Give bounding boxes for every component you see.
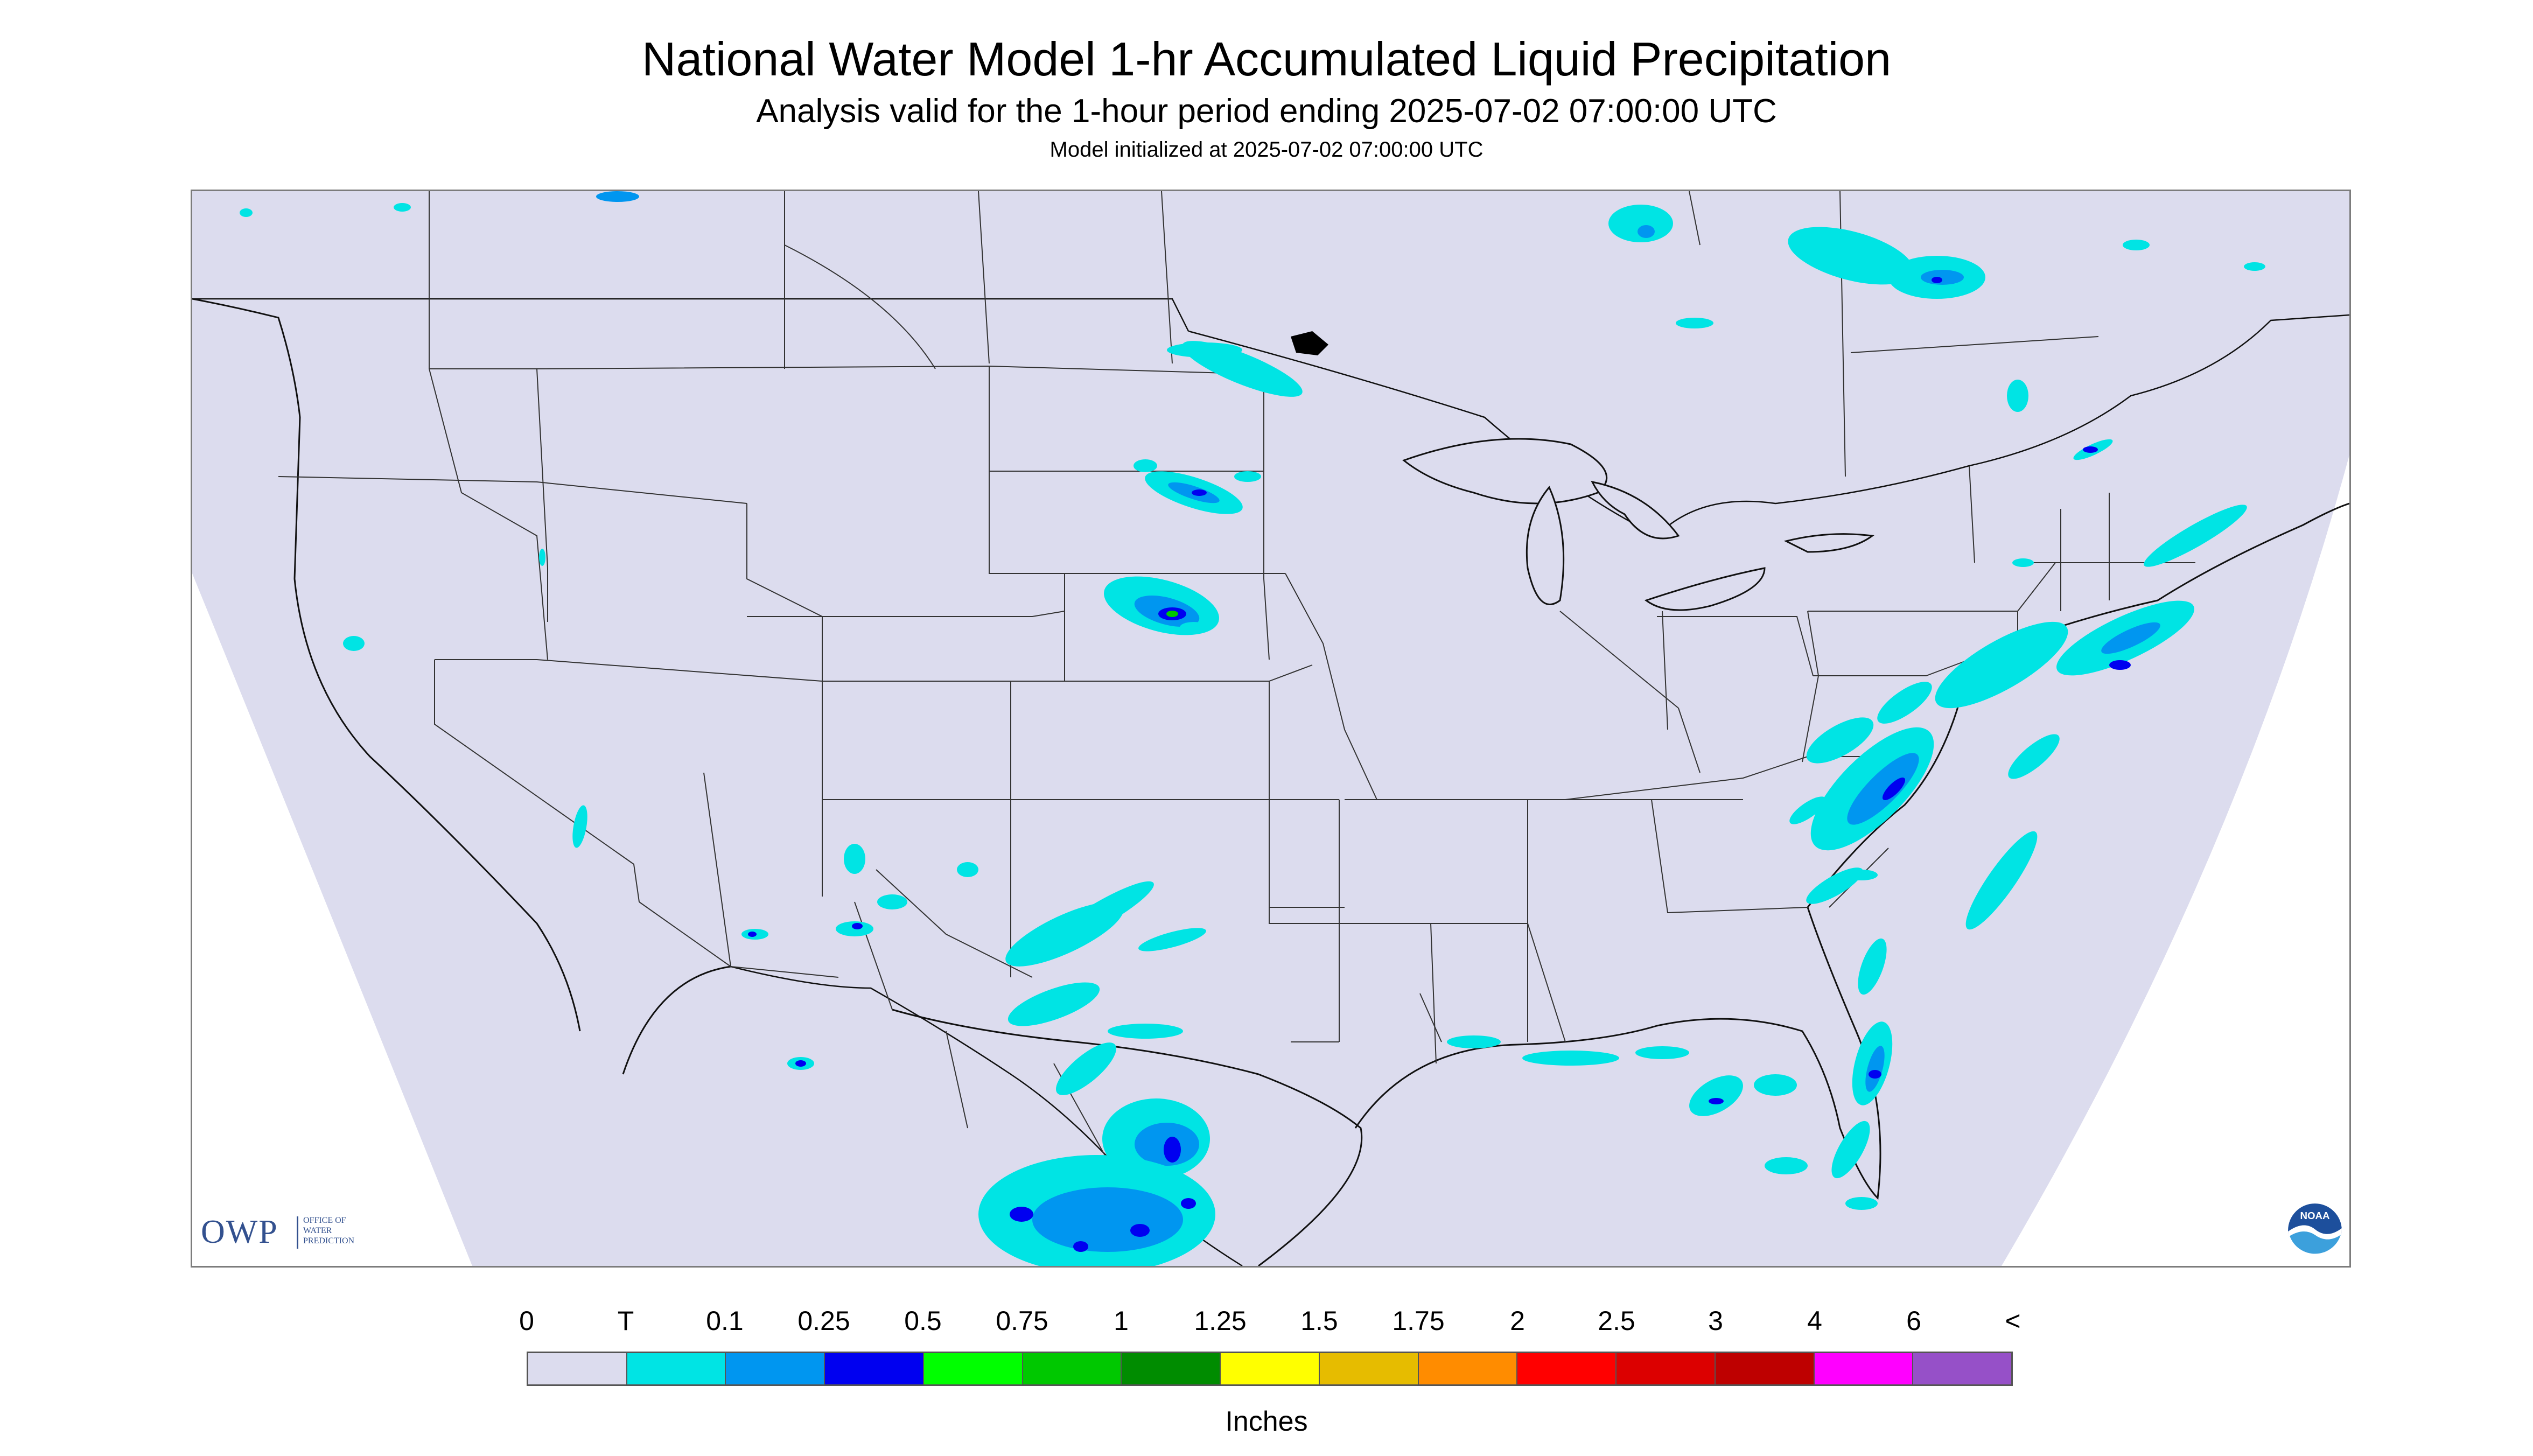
- map-title: National Water Model 1-hr Accumulated Li…: [641, 32, 1892, 86]
- coastlines: [192, 298, 2349, 1266]
- owp-abbrev: OWP: [201, 1214, 278, 1250]
- legend-tick: 2.5: [1598, 1306, 1635, 1336]
- lake-of-the-woods: [1291, 331, 1328, 355]
- precip-nebraska: [1104, 576, 1219, 635]
- legend-swatch: [1814, 1353, 1914, 1384]
- precip-canada: [240, 191, 2265, 567]
- legend-swatch: [825, 1353, 924, 1384]
- map-domain: [192, 191, 2349, 1266]
- precipitation-map: OWP OFFICE OF WATER PREDICTION NOAA: [191, 190, 2351, 1268]
- noaa-logo-icon: NOAA: [2288, 1203, 2342, 1258]
- legend-tick: 2: [1510, 1306, 1525, 1336]
- map-subtitle: Analysis valid for the 1-hour period end…: [756, 93, 1777, 130]
- legend-swatch: [1715, 1353, 1815, 1384]
- legend-swatch: [627, 1353, 726, 1384]
- legend-swatch: [1617, 1353, 1716, 1384]
- owp-divider: [297, 1216, 298, 1249]
- owp-name-line: OFFICE OF: [303, 1216, 346, 1225]
- model-init-line: Model initialized at 2025-07-02 07:00:00…: [1049, 138, 1484, 162]
- legend-tick: 1: [1114, 1306, 1129, 1336]
- legend-tick: 0.25: [797, 1306, 850, 1336]
- precip-south-dakota: [1133, 459, 1261, 514]
- legend-swatch: [528, 1353, 627, 1384]
- legend-swatch: [1319, 1353, 1419, 1384]
- legend-swatch: [1221, 1353, 1320, 1384]
- noaa-text: NOAA: [2300, 1210, 2330, 1221]
- precip-ohio-valley: [1789, 682, 1934, 904]
- legend-tick: 3: [1708, 1306, 1723, 1336]
- legend-swatch: [923, 1353, 1023, 1384]
- legend-tick: 0.5: [904, 1306, 942, 1336]
- great-lakes: [1402, 438, 1874, 611]
- legend-units: Inches: [1225, 1406, 1308, 1437]
- legend-tick: 1.75: [1392, 1306, 1445, 1336]
- color-legend: [527, 1352, 2013, 1386]
- legend-tick: 0: [519, 1306, 534, 1336]
- owp-name: OFFICE OF WATER PREDICTION: [303, 1215, 379, 1246]
- precip-atlantic-offshore: [1831, 831, 2038, 1179]
- legend-tick: 6: [1906, 1306, 1921, 1336]
- precip-texas-new-mexico: [343, 549, 1206, 1070]
- legend-swatch: [1418, 1353, 1518, 1384]
- legend-tick: 0.75: [996, 1306, 1048, 1336]
- legend-tick: <: [2005, 1306, 2021, 1336]
- legend-tick: 1.25: [1194, 1306, 1247, 1336]
- legend-swatch: [1517, 1353, 1617, 1384]
- legend-tick: 4: [1807, 1306, 1822, 1336]
- legend-swatch: [1023, 1353, 1122, 1384]
- legend-swatch: [1913, 1353, 2012, 1384]
- precip-northeastern-mexico: [978, 1042, 1215, 1266]
- owp-name-line: PREDICTION: [303, 1236, 355, 1245]
- precip-mid-atlantic-new-england: [1935, 439, 2247, 779]
- owp-name-line: WATER: [303, 1226, 332, 1235]
- legend-tick: T: [617, 1306, 634, 1336]
- state-boundaries: [278, 191, 2195, 1161]
- precip-gulf-coast-florida: [1447, 1035, 1878, 1210]
- legend-tick: 0.1: [706, 1306, 744, 1336]
- precip-north-dakota: [1167, 341, 1303, 397]
- legend-swatch: [1122, 1353, 1221, 1384]
- owp-logo: OWP OFFICE OF WATER PREDICTION: [201, 1213, 379, 1256]
- legend-tick: 1.5: [1300, 1306, 1338, 1336]
- legend-swatch: [726, 1353, 825, 1384]
